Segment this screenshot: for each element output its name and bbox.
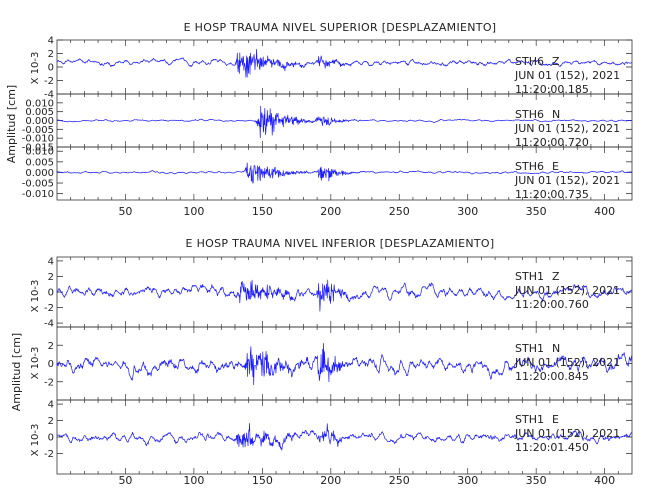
y-tick-label: -2	[44, 76, 54, 87]
x-tick-label: 100	[183, 205, 204, 218]
date-label: JUN 01 (152), 2021	[514, 69, 620, 82]
x-tick-label: 150	[252, 205, 273, 218]
seismic-trace	[56, 279, 633, 312]
component-label: E	[552, 413, 559, 426]
component-label: E	[552, 160, 559, 173]
trace-layer	[56, 48, 633, 184]
component-label: N	[552, 342, 560, 355]
station-label: STH1	[515, 270, 544, 283]
y-tick-label: 0	[48, 288, 54, 299]
time-label: 11:20:00.185	[515, 83, 589, 96]
y-tick-label: -4	[44, 319, 54, 330]
trace-layer	[56, 279, 633, 451]
y-tick-label: 4	[48, 256, 54, 267]
trace-annotation: STH1 E JUN 01 (152), 2021 11:20:01.450	[514, 413, 620, 454]
y-tick-label: 0.005	[25, 157, 54, 168]
y-tick-label: 0.010	[25, 98, 54, 109]
seismic-trace	[56, 342, 633, 386]
x-tick-label: 150	[252, 474, 273, 487]
y-tick-label: 4	[48, 36, 54, 47]
y-tick-label: 0.005	[25, 107, 54, 118]
station-label: STH6	[515, 55, 544, 68]
x-tick-label: 250	[389, 205, 410, 218]
figure-title: E HOSP TRAUMA NIVEL INFERIOR [DESPLAZAMI…	[186, 237, 495, 250]
x-tick-label: 400	[594, 205, 615, 218]
component-label: N	[552, 108, 560, 121]
y-tick-label: 0	[48, 433, 54, 444]
x-tick-label: 350	[526, 474, 547, 487]
x-tick-label: 400	[594, 474, 615, 487]
y-tick-label: 0	[48, 63, 54, 74]
y-tick-label: 4	[48, 400, 54, 411]
y-tick-label: -0.010	[22, 134, 54, 145]
date-label: JUN 01 (152), 2021	[514, 356, 620, 369]
y-tick-label: 0.000	[25, 168, 54, 179]
scale-label: X 10-3	[30, 280, 41, 313]
x-tick-label: 250	[389, 474, 410, 487]
trace-annotation: STH6 N JUN 01 (152), 2021 11:20:00.720	[514, 108, 620, 149]
y-tick-label: -0.005	[22, 125, 54, 136]
trace-annotation: STH1 Z JUN 01 (152), 2021 11:20:00.760	[514, 270, 620, 311]
figure-superior: E HOSP TRAUMA NIVEL SUPERIOR [DESPLAZAMI…	[5, 21, 633, 218]
trace-annotation: STH6 E JUN 01 (152), 2021 11:20:00.735	[514, 160, 620, 201]
component-label: Z	[552, 270, 560, 283]
y-tick-label: 2	[48, 416, 54, 427]
figure-title: E HOSP TRAUMA NIVEL SUPERIOR [DESPLAZAMI…	[184, 21, 497, 34]
time-label: 11:20:00.720	[515, 136, 589, 149]
scale-label: X 10-3	[30, 52, 41, 85]
seismic-trace	[56, 423, 633, 451]
y-tick-label: -0.005	[22, 179, 54, 190]
y-tick-label: 0.000	[25, 116, 54, 127]
scale-label: X 10-3	[30, 347, 41, 380]
date-label: JUN 01 (152), 2021	[514, 427, 620, 440]
station-label: STH1	[515, 413, 544, 426]
x-tick-label: 100	[183, 474, 204, 487]
x-tick-label: 350	[526, 205, 547, 218]
y-tick-label: 0	[48, 359, 54, 370]
seismic-trace	[56, 162, 633, 184]
y-tick-label: 2	[48, 272, 54, 283]
trace-annotation: STH1 N JUN 01 (152), 2021 11:20:00.845	[514, 342, 620, 383]
x-tick-label: 200	[320, 205, 341, 218]
seismic-trace	[57, 48, 633, 78]
y-tick-label: -2	[44, 303, 54, 314]
y-tick-label: -4	[44, 90, 54, 101]
x-tick-label: 200	[320, 474, 341, 487]
station-label: STH6	[515, 108, 544, 121]
y-tick-label: 0.010	[25, 147, 54, 158]
y-tick-label: -0.015	[22, 143, 54, 154]
figure-inferior: E HOSP TRAUMA NIVEL INFERIOR [DESPLAZAMI…	[10, 237, 633, 487]
date-label: JUN 01 (152), 2021	[514, 284, 620, 297]
time-label: 11:20:01.450	[515, 441, 589, 454]
time-label: 11:20:00.735	[515, 188, 589, 201]
axes-frame: 420-2-40.0100.0050.000-0.005-0.010-0.015…	[22, 36, 633, 218]
x-tick-label: 50	[118, 205, 132, 218]
y-tick-label: -0.010	[22, 189, 54, 200]
date-label: JUN 01 (152), 2021	[514, 122, 620, 135]
y-tick-label: -2	[44, 449, 54, 460]
y-tick-label: -2	[44, 377, 54, 388]
y-tick-label: 2	[48, 341, 54, 352]
station-label: STH6	[515, 160, 544, 173]
time-label: 11:20:00.760	[515, 298, 589, 311]
date-label: JUN 01 (152), 2021	[514, 174, 620, 187]
station-label: STH1	[515, 342, 544, 355]
component-label: Z	[552, 55, 560, 68]
x-tick-label: 300	[457, 205, 478, 218]
y-axis-label: Amplitud [cm]	[5, 85, 18, 163]
seismic-trace	[56, 105, 632, 139]
x-tick-label: 300	[457, 474, 478, 487]
scale-label: X 10-3	[30, 424, 41, 457]
y-tick-label: 2	[48, 49, 54, 60]
time-label: 11:20:00.845	[515, 370, 589, 383]
trace-annotation: STH6 Z JUN 01 (152), 2021 11:20:00.185	[514, 55, 620, 96]
y-axis-label: Amplitud [cm]	[10, 333, 23, 411]
x-tick-label: 50	[118, 474, 132, 487]
